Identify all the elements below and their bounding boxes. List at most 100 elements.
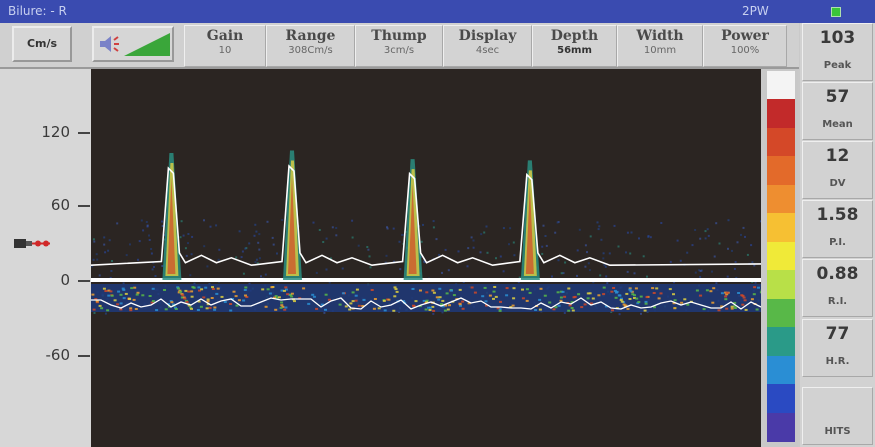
noise-speck bbox=[754, 281, 757, 284]
band-speck bbox=[351, 291, 355, 294]
band-speck bbox=[283, 308, 287, 311]
param-range[interactable]: Range 308Cm/s bbox=[266, 25, 355, 67]
band-speck bbox=[293, 300, 296, 303]
noise-speck bbox=[255, 258, 258, 261]
band-speck bbox=[509, 306, 513, 309]
noise-speck bbox=[111, 260, 113, 262]
band-speck bbox=[355, 288, 359, 291]
band-speck bbox=[100, 307, 104, 310]
noise-speck bbox=[733, 267, 736, 270]
noise-speck bbox=[191, 235, 194, 238]
noise-speck bbox=[485, 225, 488, 228]
noise-speck bbox=[750, 244, 753, 247]
noise-speck bbox=[108, 239, 111, 242]
noise-speck bbox=[551, 275, 553, 278]
band-speck bbox=[402, 300, 406, 303]
noise-speck bbox=[707, 234, 710, 237]
noise-speck bbox=[480, 233, 483, 236]
band-speck bbox=[245, 296, 249, 298]
noise-speck bbox=[180, 220, 183, 223]
band-speck bbox=[164, 308, 168, 311]
param-gain[interactable]: Gain 10 bbox=[184, 25, 266, 67]
noise-speck bbox=[669, 260, 672, 263]
noise-speck bbox=[562, 272, 565, 275]
volume-button[interactable] bbox=[92, 26, 174, 62]
noise-speck bbox=[578, 228, 581, 231]
param-display[interactable]: Display 4sec bbox=[443, 25, 532, 67]
band-speck bbox=[473, 291, 477, 294]
band-speck bbox=[95, 300, 99, 303]
doppler-spectrum[interactable] bbox=[91, 69, 761, 447]
noise-speck bbox=[698, 269, 701, 272]
noise-speck bbox=[260, 275, 262, 278]
band-speck bbox=[370, 289, 374, 291]
band-speck bbox=[373, 298, 377, 300]
hits-button[interactable]: HITS bbox=[802, 387, 873, 445]
noise-speck bbox=[715, 282, 718, 285]
param-thump[interactable]: Thump 3cm/s bbox=[355, 25, 443, 67]
band-speck bbox=[133, 286, 137, 289]
noise-speck bbox=[479, 251, 482, 254]
band-speck bbox=[572, 296, 576, 299]
noise-speck bbox=[625, 251, 627, 254]
band-speck bbox=[755, 308, 759, 311]
band-speck bbox=[302, 287, 306, 290]
param-power[interactable]: Power 100% bbox=[703, 25, 787, 67]
noise-speck bbox=[735, 276, 738, 279]
noise-speck bbox=[93, 312, 96, 314]
baseline-marker-icon[interactable] bbox=[14, 236, 54, 250]
noise-speck bbox=[322, 241, 325, 243]
volume-icon bbox=[100, 33, 170, 56]
param-width[interactable]: Width 10mm bbox=[617, 25, 703, 67]
band-speck bbox=[496, 307, 500, 310]
noise-speck bbox=[137, 258, 139, 261]
measure-mean: 57 Mean bbox=[802, 82, 873, 140]
band-speck bbox=[206, 300, 210, 303]
band-speck bbox=[277, 296, 281, 299]
noise-speck bbox=[589, 235, 592, 238]
noise-speck bbox=[242, 272, 245, 275]
measure-label: Peak bbox=[823, 60, 852, 71]
units-button[interactable]: Cm/s bbox=[12, 26, 72, 62]
band-speck bbox=[289, 293, 292, 296]
band-speck bbox=[512, 287, 516, 290]
noise-speck bbox=[256, 262, 259, 265]
noise-speck bbox=[706, 228, 709, 231]
band-speck bbox=[488, 294, 492, 297]
velocity-axis: 120 60 0 -60 bbox=[0, 69, 91, 447]
band-speck bbox=[561, 290, 565, 293]
noise-speck bbox=[93, 240, 96, 243]
band-speck bbox=[571, 309, 575, 312]
noise-speck bbox=[626, 270, 629, 273]
band-speck bbox=[602, 293, 606, 296]
band-speck bbox=[720, 292, 724, 295]
noise-speck bbox=[150, 248, 153, 250]
band-speck bbox=[279, 306, 283, 309]
noise-speck bbox=[638, 237, 640, 240]
noise-speck bbox=[626, 231, 629, 234]
noise-speck bbox=[254, 223, 257, 226]
color-scale-segment bbox=[767, 270, 795, 300]
band-speck bbox=[538, 298, 542, 301]
band-speck bbox=[117, 290, 121, 293]
band-speck bbox=[290, 295, 294, 298]
band-speck bbox=[148, 295, 152, 297]
noise-speck bbox=[512, 241, 515, 244]
color-scale-segment bbox=[767, 241, 795, 271]
band-speck bbox=[753, 286, 757, 289]
noise-speck bbox=[606, 282, 609, 285]
reverse-envelope bbox=[91, 297, 761, 310]
band-speck bbox=[705, 289, 709, 292]
color-scale-segment bbox=[767, 298, 795, 328]
noise-speck bbox=[386, 226, 388, 229]
title-bar: Bilure: - R 2PW bbox=[0, 0, 875, 23]
noise-speck bbox=[331, 226, 334, 229]
noise-speck bbox=[367, 248, 370, 251]
band-speck bbox=[204, 286, 208, 289]
param-depth[interactable]: Depth 56mm bbox=[532, 25, 617, 67]
noise-speck bbox=[182, 234, 185, 237]
noise-speck bbox=[513, 254, 516, 257]
band-speck bbox=[178, 289, 182, 292]
band-speck bbox=[563, 295, 567, 298]
band-speck bbox=[567, 309, 571, 312]
